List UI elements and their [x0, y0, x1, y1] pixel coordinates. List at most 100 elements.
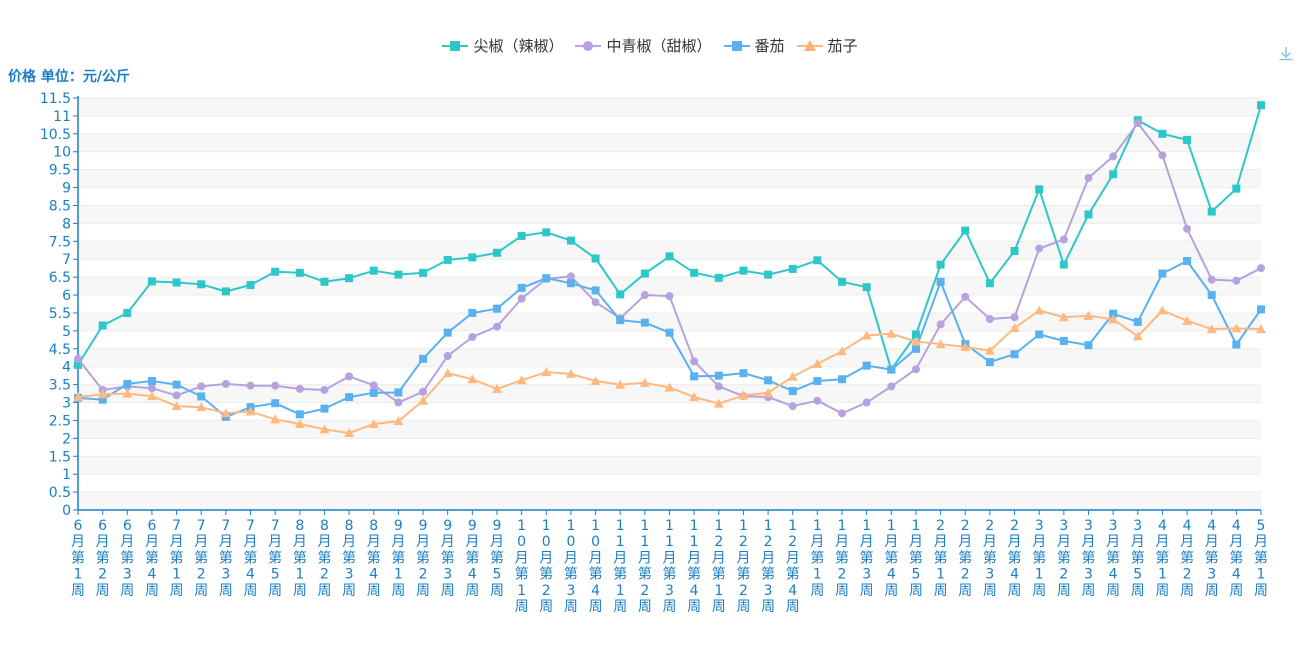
data-point[interactable]	[369, 388, 378, 397]
data-point[interactable]	[122, 388, 133, 398]
data-point[interactable]	[887, 382, 896, 391]
data-point[interactable]	[1010, 313, 1019, 322]
data-point[interactable]	[97, 389, 108, 399]
data-point[interactable]	[492, 248, 501, 257]
data-point[interactable]	[1084, 341, 1093, 350]
data-point[interactable]	[1207, 275, 1216, 284]
data-point[interactable]	[911, 365, 920, 374]
data-point[interactable]	[394, 270, 403, 279]
data-point[interactable]	[911, 344, 920, 353]
data-point[interactable]	[1108, 314, 1119, 324]
data-point[interactable]	[1158, 151, 1167, 160]
data-point[interactable]	[271, 381, 280, 390]
data-point[interactable]	[516, 375, 527, 385]
data-point[interactable]	[468, 308, 477, 317]
data-point[interactable]	[861, 330, 872, 340]
data-point[interactable]	[936, 320, 945, 329]
data-point[interactable]	[147, 384, 156, 393]
data-point[interactable]	[1158, 269, 1167, 278]
data-point[interactable]	[492, 304, 501, 313]
data-point[interactable]	[171, 401, 182, 411]
data-point[interactable]	[517, 294, 526, 303]
data-point[interactable]	[295, 268, 304, 277]
data-point[interactable]	[98, 321, 107, 330]
data-point[interactable]	[394, 398, 403, 407]
data-point[interactable]	[616, 290, 625, 299]
data-point[interactable]	[763, 387, 774, 397]
data-point[interactable]	[739, 369, 748, 378]
data-point[interactable]	[615, 379, 626, 389]
data-point[interactable]	[393, 416, 404, 426]
data-point[interactable]	[1183, 224, 1192, 233]
data-point[interactable]	[1257, 264, 1265, 273]
data-point[interactable]	[590, 376, 601, 386]
data-point[interactable]	[246, 281, 255, 290]
data-point[interactable]	[984, 345, 995, 355]
data-point[interactable]	[197, 382, 206, 391]
data-point[interactable]	[542, 228, 551, 237]
data-point[interactable]	[172, 278, 181, 287]
data-point[interactable]	[443, 328, 452, 337]
data-point[interactable]	[468, 332, 477, 341]
data-point[interactable]	[887, 365, 896, 374]
data-point[interactable]	[147, 377, 156, 386]
data-point[interactable]	[123, 379, 132, 388]
data-point[interactable]	[1232, 340, 1241, 349]
data-point[interactable]	[320, 277, 329, 286]
data-point[interactable]	[838, 277, 847, 286]
data-point[interactable]	[517, 231, 526, 240]
data-point[interactable]	[146, 391, 157, 401]
data-point[interactable]	[812, 358, 823, 368]
data-point[interactable]	[73, 392, 83, 402]
data-point[interactable]	[566, 236, 575, 245]
data-point[interactable]	[295, 384, 304, 393]
data-point[interactable]	[1158, 129, 1167, 138]
data-point[interactable]	[1059, 235, 1068, 244]
data-point[interactable]	[565, 368, 576, 378]
data-point[interactable]	[665, 292, 674, 301]
data-point[interactable]	[369, 266, 378, 275]
data-point[interactable]	[1182, 315, 1193, 325]
data-point[interactable]	[985, 315, 994, 324]
data-point[interactable]	[368, 419, 379, 429]
data-point[interactable]	[616, 316, 625, 325]
data-point[interactable]	[419, 268, 428, 277]
data-point[interactable]	[319, 424, 330, 434]
data-point[interactable]	[690, 357, 699, 366]
data-point[interactable]	[295, 410, 304, 419]
data-point[interactable]	[1257, 305, 1265, 314]
data-point[interactable]	[862, 398, 871, 407]
data-point[interactable]	[147, 277, 156, 286]
data-point[interactable]	[961, 292, 970, 301]
data-point[interactable]	[246, 381, 255, 390]
data-point[interactable]	[640, 291, 649, 300]
data-point[interactable]	[1059, 336, 1068, 345]
data-point[interactable]	[910, 336, 921, 346]
data-point[interactable]	[566, 272, 575, 281]
data-point[interactable]	[689, 392, 700, 402]
data-point[interactable]	[1083, 310, 1094, 320]
data-point[interactable]	[1059, 260, 1068, 269]
data-point[interactable]	[936, 260, 945, 269]
data-point[interactable]	[491, 383, 502, 393]
data-point[interactable]	[271, 267, 280, 276]
data-point[interactable]	[1010, 350, 1019, 359]
data-point[interactable]	[443, 351, 452, 360]
data-point[interactable]	[764, 376, 773, 385]
data-point[interactable]	[541, 367, 552, 377]
data-point[interactable]	[738, 390, 749, 400]
data-point[interactable]	[690, 268, 699, 277]
data-point[interactable]	[172, 380, 181, 389]
data-point[interactable]	[369, 381, 378, 390]
data-point[interactable]	[813, 377, 822, 386]
data-point[interactable]	[1035, 330, 1044, 339]
data-point[interactable]	[788, 264, 797, 273]
data-point[interactable]	[813, 256, 822, 265]
data-point[interactable]	[935, 339, 946, 349]
data-point[interactable]	[591, 254, 600, 263]
legend-item-3[interactable]: 茄子	[796, 35, 858, 56]
legend-item-2[interactable]: 番茄	[723, 35, 785, 56]
data-point[interactable]	[566, 279, 575, 288]
data-point[interactable]	[172, 391, 181, 400]
data-point[interactable]	[1206, 324, 1217, 334]
